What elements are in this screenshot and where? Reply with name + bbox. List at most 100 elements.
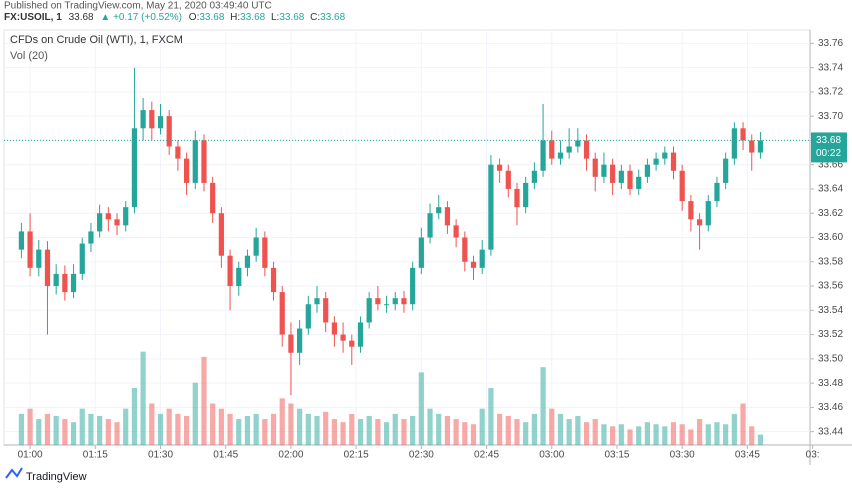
volume-bar: [705, 424, 711, 445]
y-tick-label: 33.54: [818, 305, 843, 316]
candle-body: [557, 152, 564, 159]
x-tick-label: 03:00: [539, 450, 564, 461]
volume-bar: [157, 413, 164, 445]
candle-body: [18, 231, 24, 250]
volume-bar: [679, 424, 685, 445]
y-tick-label: 33.64: [818, 184, 843, 195]
candle-body: [453, 225, 459, 238]
candle-body: [340, 334, 346, 341]
volume-bar: [453, 419, 459, 445]
ohlc-label: O:: [189, 12, 200, 23]
candle-body: [79, 243, 85, 274]
volume-bar: [401, 419, 407, 445]
candle-body: [401, 298, 407, 305]
volume-bar: [583, 422, 590, 445]
volume-bar: [383, 422, 390, 445]
volume-bar: [70, 422, 77, 445]
x-tick-label: 02:00: [278, 450, 303, 461]
candle-body: [218, 213, 224, 256]
axes: 33.44 33.46 33.48 33.50 33.52 33.54 33.56 33.58…: [4, 38, 847, 461]
volume-bar: [323, 411, 329, 445]
volume-bar: [653, 424, 659, 445]
volume-bar: [644, 422, 651, 445]
candle-body: [757, 140, 764, 153]
volume-bar: [227, 413, 233, 445]
candle-body: [540, 140, 546, 171]
candle-body: [601, 164, 607, 177]
candle-body: [488, 164, 494, 250]
volume-bar: [427, 408, 433, 445]
candle-body: [88, 231, 94, 244]
candle-body: [192, 140, 198, 183]
candle-body: [157, 116, 164, 129]
volume-bar: [601, 424, 607, 445]
volume-bar: [479, 408, 485, 445]
ohlc-label: C:: [310, 12, 320, 23]
volume-bar: [183, 415, 190, 445]
volume-bar: [279, 398, 285, 445]
volume-bar: [723, 424, 729, 445]
volume-bar: [670, 422, 677, 445]
published: Published on TradingView.com, May 21, 20…: [4, 1, 272, 12]
candle-body: [166, 116, 172, 147]
candle-body: [201, 140, 207, 183]
volume-bar: [549, 408, 555, 445]
candle-body: [723, 158, 729, 183]
volume-bar: [688, 429, 694, 445]
candle-body: [627, 170, 633, 189]
candle-body: [705, 201, 711, 226]
candle-body: [523, 182, 529, 208]
volume-bar: [36, 419, 42, 445]
volume-bar: [305, 413, 311, 445]
y-tick-label: 33.52: [818, 329, 843, 340]
x-tick-label: 03:: [806, 450, 820, 461]
candle-body: [123, 207, 129, 226]
chart-title: CFDs on Crude Oil (WTI), 1, FXCM: [10, 34, 183, 46]
candle-body: [297, 328, 303, 353]
candle-body: [505, 170, 511, 189]
volume-bar: [375, 419, 381, 445]
change: ▲ +0.17 (+0.52%): [100, 12, 182, 23]
candle-body: [549, 140, 555, 159]
logo-icon: [5, 467, 23, 479]
volume-bar: [236, 419, 242, 445]
x-tick-label: 03:15: [604, 450, 629, 461]
volume-title: Vol (20): [10, 50, 48, 62]
volume-bar: [523, 422, 529, 445]
y-tick-label: 33.70: [818, 111, 843, 122]
candle-body: [105, 213, 111, 220]
candle-body: [149, 110, 155, 129]
y-tick-label: 33.74: [818, 62, 843, 73]
candle-body: [653, 158, 659, 165]
symbol-line: FX:USOIL, 1 33.68 ▲ +0.17 (+0.52%) O:33.…: [4, 12, 346, 23]
candle-body: [662, 152, 668, 159]
volume-bar: [53, 415, 59, 445]
candle-body: [183, 158, 190, 183]
candle-body: [479, 249, 485, 268]
volume-bar: [288, 403, 294, 445]
y-tick-label: 33.62: [818, 208, 843, 219]
volume-bar: [740, 403, 746, 445]
candle-body: [36, 249, 42, 268]
volume-bar: [470, 424, 477, 445]
ohlc-value: 33.68: [199, 12, 224, 23]
x-tick-label: 01:30: [148, 450, 173, 461]
candle-body: [531, 170, 537, 183]
candle-body: [210, 182, 216, 214]
ohlc-value: 33.68: [320, 12, 345, 23]
y-tick-label: 33.56: [818, 281, 843, 292]
candle-body: [392, 298, 398, 305]
volume-bar: [557, 413, 564, 445]
ohlc-value: 33.68: [279, 12, 304, 23]
candle-body: [731, 128, 737, 159]
x-tick-label: 03:30: [670, 450, 695, 461]
candle-body: [62, 273, 68, 293]
y-tick-label: 33.58: [818, 256, 843, 267]
candle-body: [236, 267, 242, 287]
x-tick-label: 03:45: [735, 450, 760, 461]
volume-bar: [349, 413, 355, 445]
countdown: 00:22: [816, 148, 841, 159]
candle-body: [688, 201, 694, 220]
symbol: FX:USOIL, 1: [4, 12, 62, 23]
candle-body: [140, 110, 146, 129]
